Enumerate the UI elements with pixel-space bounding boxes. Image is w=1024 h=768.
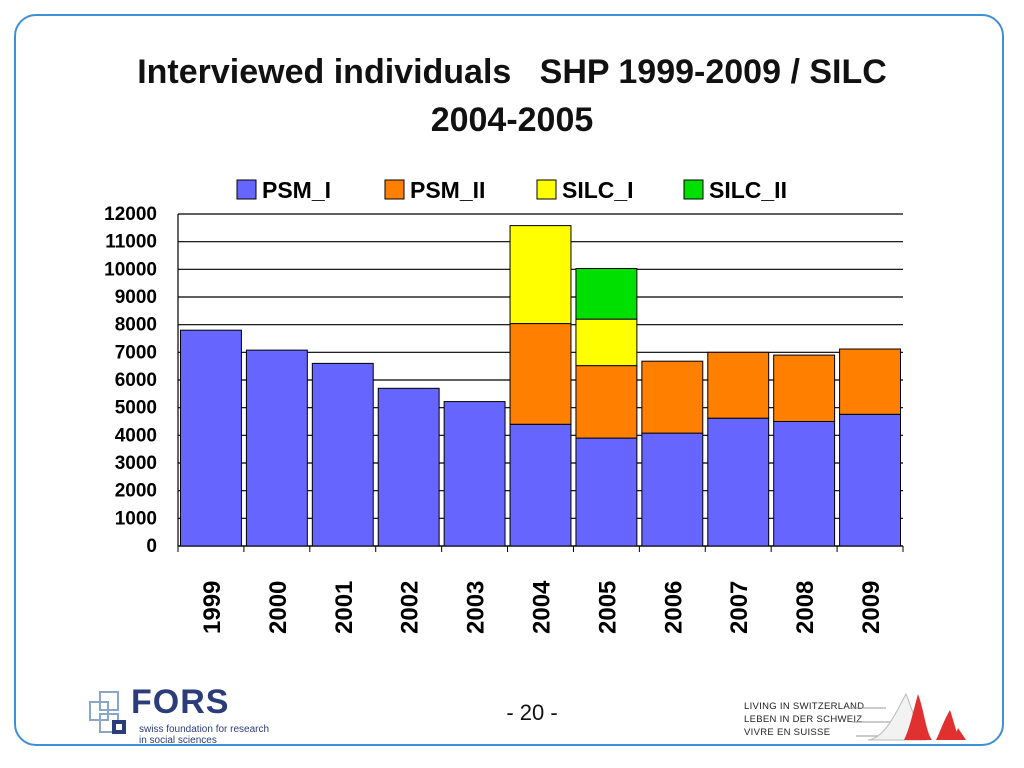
x-tick-label: 2001 <box>331 581 358 634</box>
legend-swatch <box>384 179 405 200</box>
x-tick-label: 2002 <box>397 581 424 634</box>
bar-psm-i <box>509 423 572 547</box>
fors-logo-icon <box>89 691 126 734</box>
bar-psm-i <box>443 401 506 547</box>
y-tick-label: 8000 <box>115 315 157 336</box>
x-tick-label: 2000 <box>265 581 292 634</box>
x-tick-label: 2008 <box>792 581 819 634</box>
y-tick-label: 4000 <box>115 425 157 446</box>
legend-swatch <box>236 179 257 200</box>
x-tick-label: 2004 <box>529 580 556 634</box>
legend-label: PSM_II <box>410 177 485 203</box>
legend-swatch <box>536 179 557 200</box>
legend-label: PSM_I <box>262 177 331 203</box>
bar-psm-ii <box>707 351 770 419</box>
bar-psm-i <box>575 437 638 547</box>
bar-psm-i <box>641 432 704 547</box>
x-tick-label: 1999 <box>199 581 226 634</box>
bar-psm-i <box>311 362 374 547</box>
legend-label: SILC_II <box>709 177 787 203</box>
lis-line-2: LEBEN IN DER SCHWEIZ <box>744 714 863 725</box>
bar-psm-i <box>773 421 836 547</box>
fors-tagline: swiss foundation for research in social … <box>139 724 269 746</box>
slide-title: Interviewed individuals SHP 1999-2009 / … <box>40 48 984 144</box>
x-tick-label: 2009 <box>858 581 885 634</box>
bar-psm-i <box>180 329 242 547</box>
bar-psm-i <box>377 387 440 547</box>
y-tick-label: 2000 <box>115 481 157 502</box>
y-tick-label: 5000 <box>115 398 157 419</box>
y-tick-label: 1000 <box>115 508 157 529</box>
fors-tagline-1: swiss foundation for research <box>139 724 270 735</box>
slide-frame <box>14 14 1004 746</box>
bar-psm-i <box>707 417 770 547</box>
y-tick-label: 9000 <box>115 287 157 308</box>
shp-logo-icon <box>848 692 966 741</box>
bar-psm-ii <box>575 365 638 439</box>
bar-silc-ii <box>575 268 638 320</box>
y-tick-label: 6000 <box>115 370 157 391</box>
fors-tagline-2: in social sciences <box>139 735 217 746</box>
bar-psm-ii <box>641 360 704 434</box>
y-tick-label: 12000 <box>104 204 157 225</box>
y-tick-label: 7000 <box>115 342 157 363</box>
lis-line-3: VIVRE EN SUISSE <box>744 727 831 738</box>
bar-psm-ii <box>509 323 572 425</box>
fors-logo-text: FORS <box>131 683 230 721</box>
lis-tagline: LIVING IN SWITZERLAND LEBEN IN DER SCHWE… <box>744 700 864 739</box>
bar-psm-i <box>245 349 308 547</box>
y-tick-label: 0 <box>146 536 157 557</box>
legend-swatch <box>683 179 704 200</box>
bar-psm-ii <box>839 348 901 415</box>
bar-psm-i <box>839 413 901 547</box>
y-tick-label: 11000 <box>105 232 157 253</box>
page-number: - 20 - <box>506 700 558 725</box>
x-tick-label: 2003 <box>463 581 490 634</box>
x-tick-label: 2007 <box>726 581 753 634</box>
y-tick-label: 10000 <box>104 259 157 280</box>
y-tick-label: 3000 <box>115 453 157 474</box>
title-line-2: 2004-2005 <box>430 101 594 139</box>
bar-silc-i <box>575 318 638 367</box>
x-tick-label: 2006 <box>660 581 687 634</box>
legend-label: SILC_I <box>562 177 634 203</box>
bar-psm-ii <box>773 354 836 423</box>
bar-silc-i <box>509 225 572 325</box>
title-line-1: Interviewed individuals SHP 1999-2009 / … <box>137 53 887 91</box>
x-tick-label: 2005 <box>594 581 621 634</box>
lis-line-1: LIVING IN SWITZERLAND <box>744 701 865 712</box>
